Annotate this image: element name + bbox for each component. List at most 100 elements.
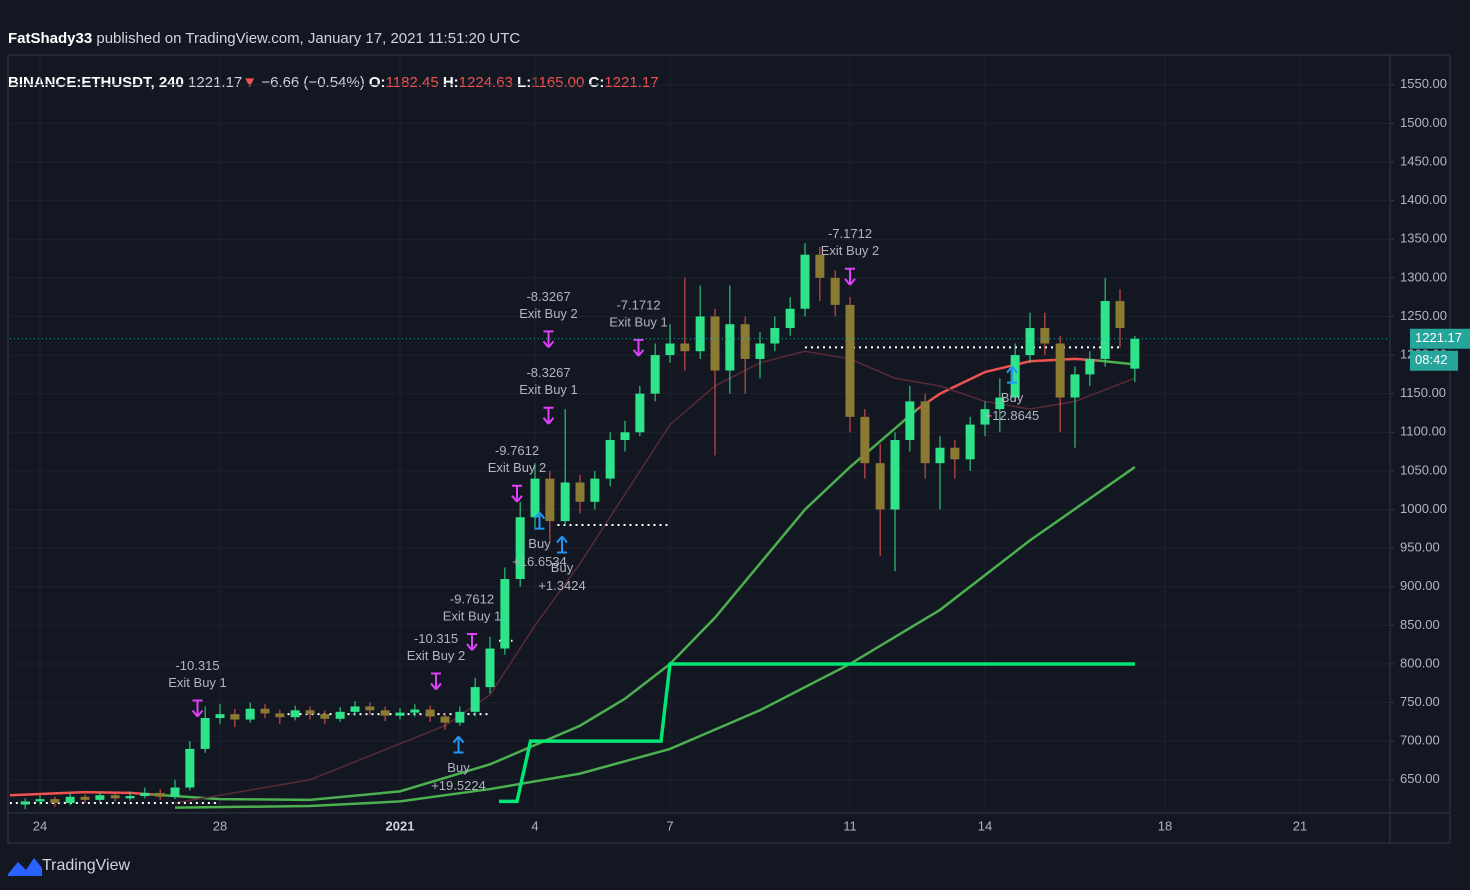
signal-label: Exit Buy 2 <box>488 460 547 475</box>
y-tick-label: 800.00 <box>1400 655 1440 670</box>
signal-label: +1.3424 <box>538 578 585 593</box>
change: −6.66 (−0.54%) <box>261 74 365 91</box>
candle-body <box>155 792 165 797</box>
candle-body <box>590 478 600 502</box>
signal-label: Exit Buy 1 <box>443 608 502 623</box>
y-tick-label: 1150.00 <box>1400 385 1446 400</box>
y-tick-label: 1450.00 <box>1400 153 1447 168</box>
y-tick-label: 650.00 <box>1400 771 1440 786</box>
candle-body <box>1055 343 1065 398</box>
candle-body <box>635 393 645 433</box>
candle-body <box>245 708 255 720</box>
ohlc-label: L: <box>517 74 532 91</box>
arrow: ▼ <box>242 74 258 91</box>
signal-label: Exit Buy 2 <box>821 243 880 258</box>
candle-body <box>1010 355 1020 398</box>
candle-body <box>20 801 30 805</box>
y-tick-label: 1500.00 <box>1400 115 1447 130</box>
candle-body <box>215 714 225 719</box>
signal-label: Exit Buy 1 <box>609 314 668 329</box>
candle-body <box>680 343 690 352</box>
candle-body <box>965 424 975 460</box>
signal-arrow <box>542 406 555 425</box>
candle-body <box>890 440 900 510</box>
signal-label: Exit Buy 1 <box>519 382 578 397</box>
signal-label: -8.3267 <box>526 289 570 304</box>
candle-body <box>320 714 330 719</box>
candle-body <box>710 316 720 371</box>
signal-label: Buy <box>1001 390 1024 405</box>
candle-body <box>905 401 915 441</box>
y-tick-label: 1300.00 <box>1400 269 1447 284</box>
candle-body <box>785 308 795 329</box>
candle-body <box>875 463 885 510</box>
y-tick-label: 1100.00 <box>1400 424 1446 439</box>
signal-label: Exit Buy 2 <box>519 306 578 321</box>
indicator-line <box>174 350 1136 804</box>
candle-body <box>1025 328 1035 356</box>
candle-body <box>1130 338 1140 369</box>
candle-body <box>365 706 375 711</box>
indicator-line <box>174 466 1136 809</box>
signal-label: Buy <box>551 560 574 575</box>
candle-body <box>650 355 660 394</box>
indicator-line <box>152 359 1135 802</box>
signal-label: -7.1712 <box>828 226 872 241</box>
candle-body <box>95 795 105 800</box>
candle-body <box>605 440 615 479</box>
candle-body <box>1070 374 1080 398</box>
y-tick-label: 950.00 <box>1400 540 1440 555</box>
candle-body <box>35 799 45 802</box>
candle-body <box>575 482 585 502</box>
candle-body <box>380 710 390 716</box>
published: published on TradingView.com, January 17… <box>92 30 521 47</box>
y-tick-label: 850.00 <box>1400 617 1440 632</box>
signal-arrow <box>430 672 442 691</box>
ohlc-label: O: <box>368 74 386 91</box>
candle-body <box>770 328 780 344</box>
candle-body <box>545 478 555 522</box>
x-tick-label: 14 <box>978 818 992 833</box>
signal-label: Buy <box>528 536 551 551</box>
x-tick-label: 11 <box>843 818 857 833</box>
candle-body <box>425 709 435 717</box>
candle-body <box>485 648 495 688</box>
candle-body <box>125 796 135 799</box>
x-tick-label: 2021 <box>386 818 415 833</box>
candle-body <box>980 409 990 425</box>
candle-body <box>395 712 405 716</box>
ohlc-value: 1182.45 <box>385 74 439 91</box>
candle-body <box>935 447 945 464</box>
candle-body <box>260 708 270 714</box>
candle-body <box>110 795 120 799</box>
signal-arrow <box>452 735 465 754</box>
candle-body <box>80 796 90 800</box>
signal-label: -7.1712 <box>616 297 660 312</box>
candle-body <box>530 478 540 518</box>
x-tick-label: 18 <box>1158 818 1172 833</box>
signal-label: -8.3267 <box>526 365 570 380</box>
candle-body <box>920 401 930 464</box>
signal-label: +19.5224 <box>431 778 486 793</box>
ohlc-value: 1224.63 <box>458 74 513 91</box>
y-tick-label: 1050.00 <box>1400 462 1447 477</box>
candle-body <box>665 343 675 356</box>
y-tick-label: 1400.00 <box>1400 192 1447 207</box>
signal-label: -10.315 <box>414 631 458 646</box>
y-tick-label: 750.00 <box>1400 694 1440 709</box>
x-tick-label: 28 <box>213 818 227 833</box>
candle-body <box>830 277 840 305</box>
candle-body <box>170 787 180 797</box>
ohlc-label: H: <box>442 74 459 91</box>
candle-body <box>725 324 735 371</box>
signal-label: -9.7612 <box>450 591 494 606</box>
frame <box>7 54 1451 844</box>
x-tick-label: 7 <box>666 818 673 833</box>
x-tick-label: 4 <box>531 818 538 833</box>
y-tick-label: 1550.00 <box>1400 76 1447 91</box>
candle-body <box>800 254 810 309</box>
logo <box>8 858 42 876</box>
candle-body <box>500 579 510 649</box>
signal-arrow <box>844 267 856 286</box>
